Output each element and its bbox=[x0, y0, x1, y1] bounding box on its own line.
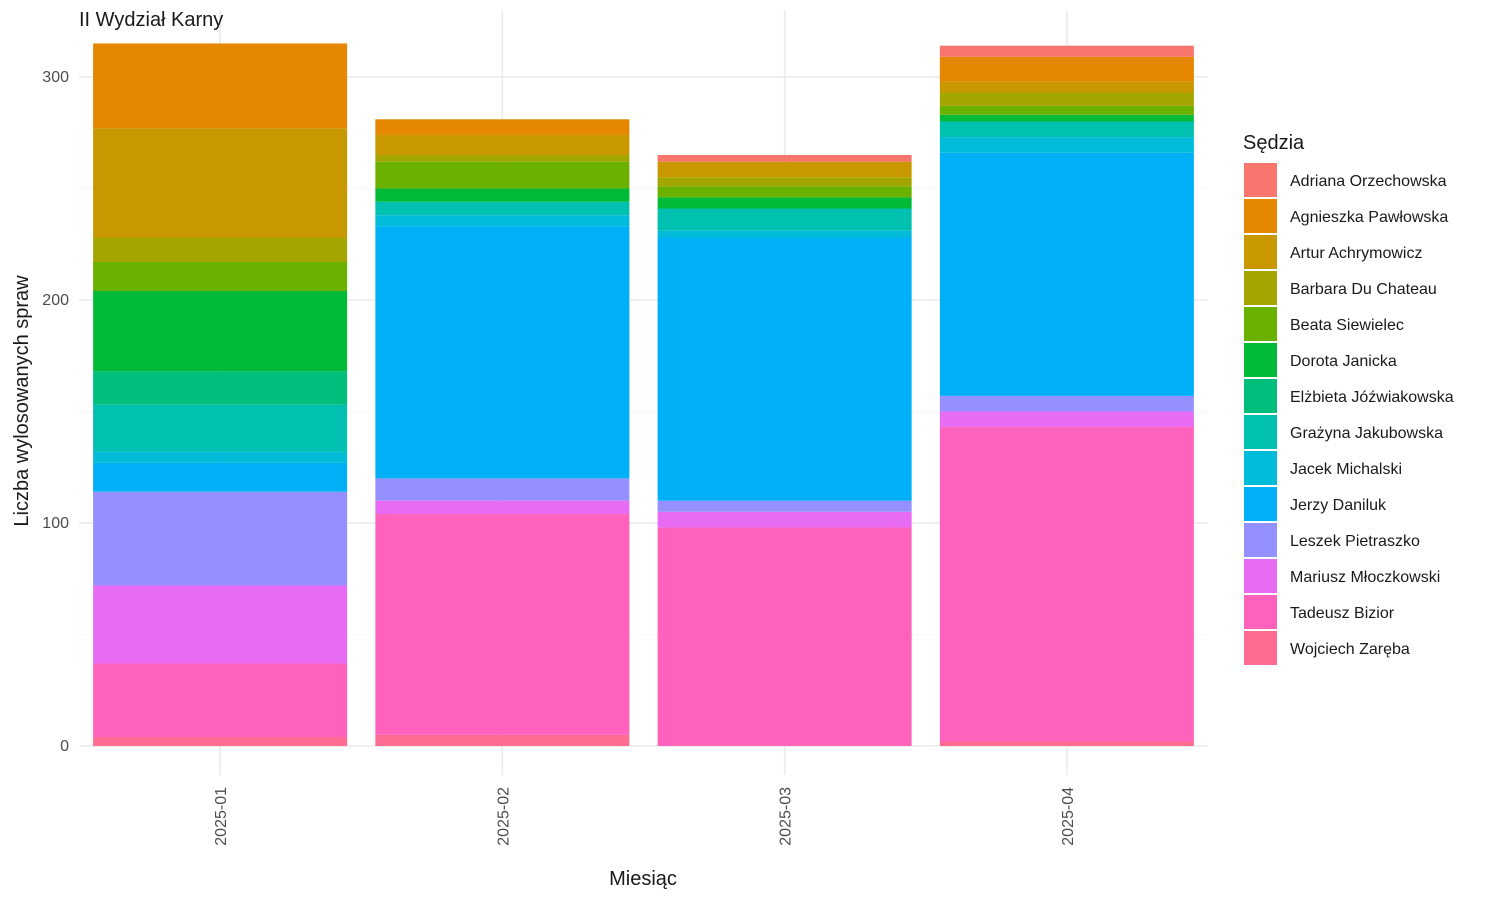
legend-label: Jacek Michalski bbox=[1290, 461, 1402, 478]
bar-segment bbox=[939, 92, 1194, 106]
bar-segment bbox=[93, 43, 348, 129]
legend-label: Leszek Pietraszko bbox=[1290, 533, 1420, 550]
bar-segment bbox=[93, 291, 348, 372]
bars bbox=[93, 43, 1194, 747]
bar-segment bbox=[93, 237, 348, 263]
legend-label: Wojciech Zaręba bbox=[1290, 641, 1410, 658]
legend-swatch bbox=[1244, 163, 1277, 197]
legend-label: Elżbieta Jóźwiakowska bbox=[1290, 389, 1454, 406]
y-tick-label: 300 bbox=[42, 69, 69, 86]
bar-segment bbox=[939, 137, 1194, 153]
bar-segment bbox=[93, 404, 348, 452]
legend-label: Barbara Du Chateau bbox=[1290, 281, 1437, 298]
chart-title: II Wydział Karny bbox=[79, 9, 223, 31]
legend-label: Beata Siewielec bbox=[1290, 317, 1404, 334]
legend-swatch bbox=[1244, 451, 1277, 485]
bar-segment bbox=[375, 478, 630, 501]
bar-segment bbox=[375, 514, 630, 735]
bar-segment bbox=[375, 226, 630, 479]
bar-segment bbox=[375, 134, 630, 155]
bar-segment bbox=[657, 177, 912, 187]
x-axis-title: Miesiąc bbox=[609, 868, 677, 890]
legend-swatch bbox=[1244, 307, 1277, 341]
bar-segment bbox=[657, 511, 912, 528]
legend-swatch bbox=[1244, 379, 1277, 413]
bar-segment bbox=[657, 154, 912, 162]
bar-segment bbox=[93, 371, 348, 405]
bar-segment bbox=[657, 237, 912, 501]
legend: Sędzia Adriana Orzechowska Agnieszka Pawł… bbox=[1243, 132, 1454, 665]
legend-swatch bbox=[1244, 235, 1277, 269]
bar-segment bbox=[375, 500, 630, 515]
y-axis-title: Liczba wylosowanych spraw bbox=[11, 275, 33, 527]
bar-segment bbox=[93, 663, 348, 738]
bar-segment bbox=[93, 462, 348, 492]
bar-segment bbox=[939, 56, 1194, 82]
bar-segment bbox=[93, 737, 348, 747]
bar-segment bbox=[93, 262, 348, 292]
y-axis-ticks: 0 100 200 300 bbox=[42, 69, 69, 755]
legend-label: Artur Achrymowicz bbox=[1290, 245, 1422, 262]
legend-swatch bbox=[1244, 415, 1277, 449]
bar-segment bbox=[657, 527, 912, 747]
bar-segment bbox=[939, 81, 1194, 93]
x-axis-ticks: 2025-01 2025-02 2025-03 2025-04 bbox=[213, 787, 1077, 846]
legend-items: Adriana Orzechowska Agnieszka Pawłowska Ar… bbox=[1244, 163, 1454, 665]
legend-title: Sędzia bbox=[1243, 132, 1305, 154]
bar-segment bbox=[657, 197, 912, 209]
bar-segment bbox=[375, 188, 630, 202]
x-tick-label: 2025-01 bbox=[213, 787, 230, 846]
bar-segment bbox=[939, 152, 1194, 396]
y-tick-label: 100 bbox=[42, 515, 69, 532]
x-tick-label: 2025-03 bbox=[778, 787, 795, 846]
bar-segment bbox=[657, 161, 912, 178]
legend-label: Agnieszka Pawłowska bbox=[1290, 209, 1448, 226]
bar-segment bbox=[939, 395, 1194, 412]
legend-label: Adriana Orzechowska bbox=[1290, 173, 1447, 190]
legend-swatch bbox=[1244, 271, 1277, 305]
legend-swatch bbox=[1244, 523, 1277, 557]
bar-segment bbox=[939, 45, 1194, 57]
bar-segment bbox=[939, 411, 1194, 428]
y-tick-label: 200 bbox=[42, 292, 69, 309]
bar-segment bbox=[375, 161, 630, 189]
bar-segment bbox=[657, 500, 912, 512]
legend-label: Mariusz Młoczkowski bbox=[1290, 569, 1440, 586]
bar-segment bbox=[375, 119, 630, 135]
legend-label: Jerzy Daniluk bbox=[1290, 497, 1387, 514]
legend-label: Grażyna Jakubowska bbox=[1290, 425, 1443, 442]
legend-swatch bbox=[1244, 199, 1277, 233]
bar-segment bbox=[657, 208, 912, 231]
legend-label: Dorota Janicka bbox=[1290, 353, 1397, 370]
y-tick-label: 0 bbox=[60, 738, 69, 755]
bar-segment bbox=[939, 105, 1194, 115]
bar-segment bbox=[657, 230, 912, 238]
bar-segment bbox=[375, 201, 630, 216]
bar-segment bbox=[657, 186, 912, 198]
x-tick-label: 2025-02 bbox=[495, 787, 512, 846]
legend-swatch bbox=[1244, 343, 1277, 377]
bar-segment bbox=[375, 215, 630, 227]
bar-segment bbox=[93, 128, 348, 238]
legend-swatch bbox=[1244, 595, 1277, 629]
legend-swatch bbox=[1244, 487, 1277, 521]
legend-swatch bbox=[1244, 559, 1277, 593]
bar-segment bbox=[93, 491, 348, 586]
bar-segment bbox=[939, 114, 1194, 122]
bar-segment bbox=[939, 121, 1194, 138]
legend-label: Tadeusz Bizior bbox=[1290, 605, 1395, 622]
bar-segment bbox=[939, 427, 1194, 742]
bar-segment bbox=[375, 734, 630, 747]
bar-segment bbox=[93, 451, 348, 463]
bar-segment bbox=[375, 154, 630, 162]
x-tick-label: 2025-04 bbox=[1060, 787, 1077, 846]
bar-segment bbox=[93, 585, 348, 664]
legend-swatch bbox=[1244, 631, 1277, 665]
bar-segment bbox=[939, 741, 1194, 747]
